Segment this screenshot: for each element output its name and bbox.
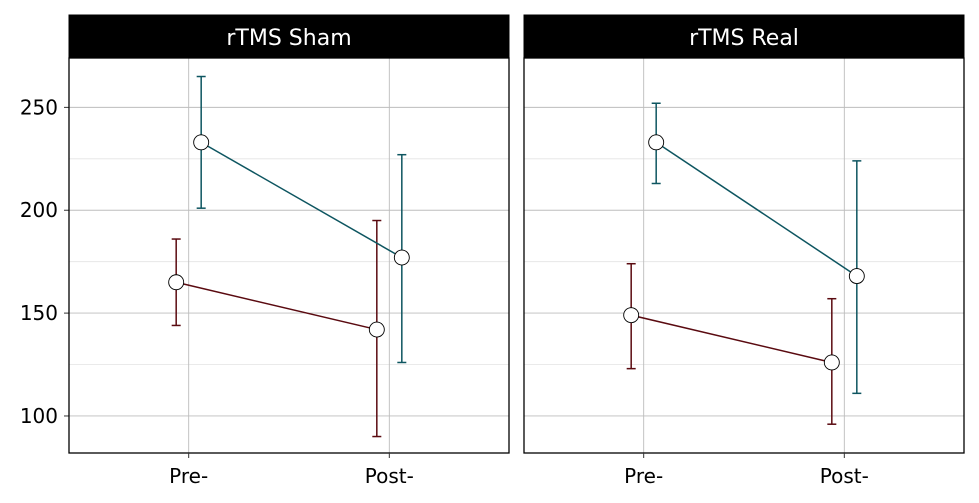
panel-1: rTMS Sham Pre- Post- (68, 14, 510, 488)
data-point (193, 134, 210, 151)
data-point (623, 307, 640, 324)
x-tick-label: Post- (365, 464, 414, 488)
series-line-series_b (200, 141, 403, 259)
y-tick-label: 200 (20, 198, 58, 222)
x-tick-label: Pre- (624, 464, 663, 488)
strip-border (523, 14, 965, 59)
strip-border (68, 14, 510, 59)
panel-title: rTMS Real (689, 26, 799, 51)
panel-title: rTMS Sham (226, 26, 351, 51)
plot-background (69, 58, 509, 453)
x-tick-label: Pre- (169, 464, 208, 488)
series-line-series_a (176, 281, 377, 331)
data-point (393, 249, 410, 266)
data-point (823, 354, 840, 371)
panel-2: rTMS Real Pre- Post- (523, 14, 965, 488)
data-point (168, 274, 185, 291)
data-point (368, 321, 385, 338)
series-line-series_a (631, 314, 832, 364)
y-tick-label: 150 (20, 301, 58, 325)
data-point (848, 268, 865, 285)
y-tick-label: 100 (20, 404, 58, 428)
x-tick-label: Post- (820, 464, 869, 488)
y-tick-label: 250 (20, 95, 58, 119)
data-point (648, 134, 665, 151)
panel-strip (69, 15, 509, 58)
panel-strip (524, 15, 964, 58)
plot-background (524, 58, 964, 453)
series-line-series_b (655, 141, 858, 277)
